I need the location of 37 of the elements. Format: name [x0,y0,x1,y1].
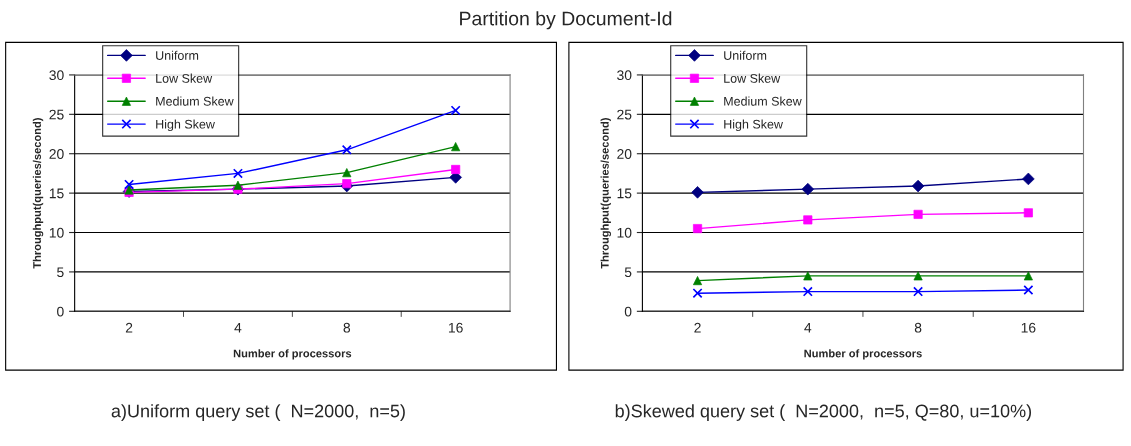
y-tick-label: 20 [49,149,64,159]
y-tick-label: 20 [617,149,632,159]
y-tick-label: 10 [617,227,632,238]
y-tick-label: 25 [617,109,632,120]
x-tick-label: 2 [694,322,701,333]
y-axis-title: Throughput(queries/second) [600,118,611,269]
y-tick-label: 30 [49,70,64,81]
legend-label: Medium Skew [156,96,234,106]
text: a)Uniform query set ( N=2000, n=5) [111,404,405,421]
y-tick-label: 25 [49,109,64,120]
legend-label: Uniform [724,50,767,60]
y-tick-label: 5 [57,267,64,278]
x-tick-label: 8 [914,322,922,333]
x-axis-title: Number of processors [804,349,922,360]
legend-label: Uniform [156,50,199,60]
legend-label: Low Skew [724,73,781,83]
x-tick-label: 4 [234,322,242,333]
x-tick-label: 8 [343,322,351,333]
x-axis-title: Number of processors [233,349,352,360]
x-tick-label: 16 [448,322,463,333]
text: Partition by Document-Id [460,11,672,30]
y-tick-label: 15 [617,188,632,199]
legend-label: Low Skew [156,73,213,83]
y-tick-label: 30 [617,70,632,81]
y-tick-label: 0 [57,306,64,317]
x-tick-label: 16 [1021,322,1036,333]
legend-label: Medium Skew [724,96,802,106]
x-tick-label: 4 [804,322,812,333]
legend-label: High Skew [724,119,783,132]
x-tick-label: 2 [125,322,133,333]
text: b)Skewed query set ( N=2000, n=5, Q=80, u=10%) [615,404,1032,421]
y-tick-label: 15 [49,188,64,199]
legend-label: High Skew [156,119,215,132]
y-tick-label: 5 [624,267,632,278]
y-tick-label: 10 [49,227,64,238]
y-tick-label: 0 [624,306,632,317]
y-axis-title: Throughput(queries/second) [32,118,44,269]
